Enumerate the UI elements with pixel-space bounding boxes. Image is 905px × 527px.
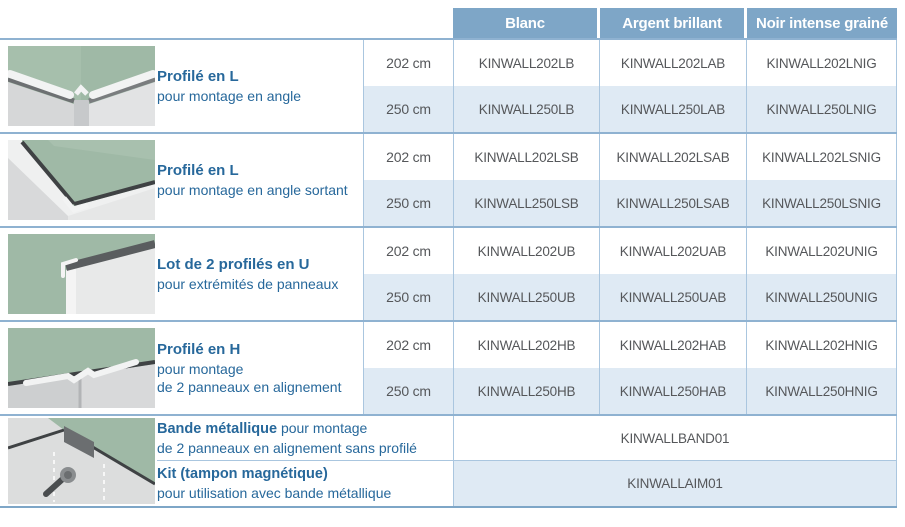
accessory-line1: Bande métallique pour montage	[157, 419, 453, 439]
column-header-noir-intense-graine: Noir intense grainé	[747, 8, 897, 38]
ref-code-argent: KINWALL250HAB	[599, 368, 746, 414]
header-spacer	[0, 8, 453, 38]
ref-code-argent: KINWALL202UAB	[599, 228, 746, 274]
ref-code-noir: KINWALL250LNIG	[746, 86, 897, 132]
variant-row-250: 250 cm KINWALL250HB KINWALL250HAB KINWAL…	[363, 368, 897, 414]
accessory-line2: de 2 panneaux en alignement sans profilé	[157, 439, 417, 456]
accessory-title-rest: pour montage	[277, 419, 368, 436]
size-cell: 250 cm	[363, 274, 453, 320]
product-group-h-profile: Profilé en H pour montage de 2 panneaux …	[0, 320, 897, 414]
ref-code-spanning: KINWALLBAND01	[453, 416, 897, 460]
product-photo-cell	[0, 228, 157, 320]
product-title: Profilé en L	[157, 162, 239, 180]
ref-code-noir: KINWALL250LSNIG	[746, 180, 897, 226]
u-profile-panel-edge-photo	[8, 234, 155, 314]
ref-code-argent: KINWALL250LAB	[599, 86, 746, 132]
accessories-group: Bande métallique pour montage de 2 panne…	[0, 414, 897, 508]
accessory-row-bande: Bande métallique pour montage de 2 panne…	[157, 416, 897, 461]
product-photo-cell	[0, 40, 157, 132]
column-header-blanc: Blanc	[453, 8, 597, 38]
size-cell: 250 cm	[363, 180, 453, 226]
accessory-line1: Kit (tampon magnétique)	[157, 464, 453, 484]
product-description: Profilé en H pour montage de 2 panneaux …	[157, 322, 363, 414]
size-cell: 202 cm	[363, 322, 453, 368]
product-description: Profilé en L pour montage en angle	[157, 40, 363, 132]
ref-code-blanc: KINWALL202LB	[453, 40, 599, 86]
variant-rows: 202 cm KINWALL202UB KINWALL202UAB KINWAL…	[363, 228, 897, 320]
accessory-description: Bande métallique pour montage de 2 panne…	[157, 416, 453, 460]
product-reference-table: Blanc Argent brillant Noir intense grain…	[0, 8, 897, 508]
variant-row-202: 202 cm KINWALL202UB KINWALL202UAB KINWAL…	[363, 228, 897, 274]
ref-code-argent: KINWALL202LAB	[599, 40, 746, 86]
ref-code-blanc: KINWALL202UB	[453, 228, 599, 274]
variant-rows: 202 cm KINWALL202LSB KINWALL202LSAB KINW…	[363, 134, 897, 226]
ref-code-argent: KINWALL202LSAB	[599, 134, 746, 180]
product-group-l-angle-sortant: Profilé en L pour montage en angle sorta…	[0, 132, 897, 226]
ref-code-noir: KINWALL250HNIG	[746, 368, 897, 414]
accessory-title: Bande métallique	[157, 420, 278, 437]
variant-row-250: 250 cm KINWALL250LSB KINWALL250LSAB KINW…	[363, 180, 897, 226]
ref-code-blanc: KINWALL202LSB	[453, 134, 599, 180]
column-header-argent-brillant: Argent brillant	[600, 8, 744, 38]
metal-strip-magnet-kit-photo	[8, 418, 155, 504]
size-cell: 202 cm	[363, 134, 453, 180]
product-photo-cell	[0, 416, 157, 506]
product-title: Profilé en L	[157, 68, 239, 86]
variant-rows: 202 cm KINWALL202LB KINWALL202LAB KINWAL…	[363, 40, 897, 132]
product-photo-cell	[0, 134, 157, 226]
accessory-title: Kit (tampon magnétique)	[157, 466, 328, 483]
ref-code-noir: KINWALL202UNIG	[746, 228, 897, 274]
ref-code-blanc: KINWALL250LSB	[453, 180, 599, 226]
product-photo-cell	[0, 322, 157, 414]
product-description: Profilé en L pour montage en angle sorta…	[157, 134, 363, 226]
product-subtitle: pour extrémités de panneaux	[157, 275, 339, 292]
product-group-l-angle: Profilé en L pour montage en angle 202 c…	[0, 38, 897, 132]
ref-code-noir: KINWALL202LSNIG	[746, 134, 897, 180]
accessory-row-kit: Kit (tampon magnétique) pour utilisation…	[157, 461, 897, 506]
variant-row-202: 202 cm KINWALL202LB KINWALL202LAB KINWAL…	[363, 40, 897, 86]
product-subtitle: pour montage en angle	[157, 87, 301, 104]
product-subtitle: pour montage de 2 panneaux en alignement	[157, 360, 342, 395]
size-cell: 250 cm	[363, 86, 453, 132]
l-profile-inner-corner-photo	[8, 46, 155, 126]
variant-row-202: 202 cm KINWALL202HB KINWALL202HAB KINWAL…	[363, 322, 897, 368]
variant-row-250: 250 cm KINWALL250UB KINWALL250UAB KINWAL…	[363, 274, 897, 320]
size-cell: 202 cm	[363, 228, 453, 274]
variant-row-250: 250 cm KINWALL250LB KINWALL250LAB KINWAL…	[363, 86, 897, 132]
ref-code-spanning: KINWALLAIM01	[453, 461, 897, 506]
ref-code-blanc: KINWALL250LB	[453, 86, 599, 132]
accessory-description: Kit (tampon magnétique) pour utilisation…	[157, 461, 453, 506]
accessory-line2: pour utilisation avec bande métallique	[157, 485, 392, 502]
accessory-rows: Bande métallique pour montage de 2 panne…	[157, 416, 897, 506]
h-profile-panel-joint-photo	[8, 328, 155, 408]
ref-code-noir: KINWALL202LNIG	[746, 40, 897, 86]
ref-code-blanc: KINWALL250HB	[453, 368, 599, 414]
size-cell: 250 cm	[363, 368, 453, 414]
table-header-row: Blanc Argent brillant Noir intense grain…	[0, 8, 897, 38]
ref-code-argent: KINWALL250UAB	[599, 274, 746, 320]
size-cell: 202 cm	[363, 40, 453, 86]
product-title: Lot de 2 profilés en U	[157, 256, 310, 274]
product-description: Lot de 2 profilés en U pour extrémités d…	[157, 228, 363, 320]
ref-code-blanc: KINWALL202HB	[453, 322, 599, 368]
variant-row-202: 202 cm KINWALL202LSB KINWALL202LSAB KINW…	[363, 134, 897, 180]
product-title: Profilé en H	[157, 341, 241, 359]
product-group-u-profiles: Lot de 2 profilés en U pour extrémités d…	[0, 226, 897, 320]
ref-code-blanc: KINWALL250UB	[453, 274, 599, 320]
ref-code-noir: KINWALL202HNIG	[746, 322, 897, 368]
product-subtitle: pour montage en angle sortant	[157, 181, 348, 198]
ref-code-argent: KINWALL202HAB	[599, 322, 746, 368]
ref-code-argent: KINWALL250LSAB	[599, 180, 746, 226]
variant-rows: 202 cm KINWALL202HB KINWALL202HAB KINWAL…	[363, 322, 897, 414]
l-profile-outer-corner-photo	[8, 140, 155, 220]
ref-code-noir: KINWALL250UNIG	[746, 274, 897, 320]
